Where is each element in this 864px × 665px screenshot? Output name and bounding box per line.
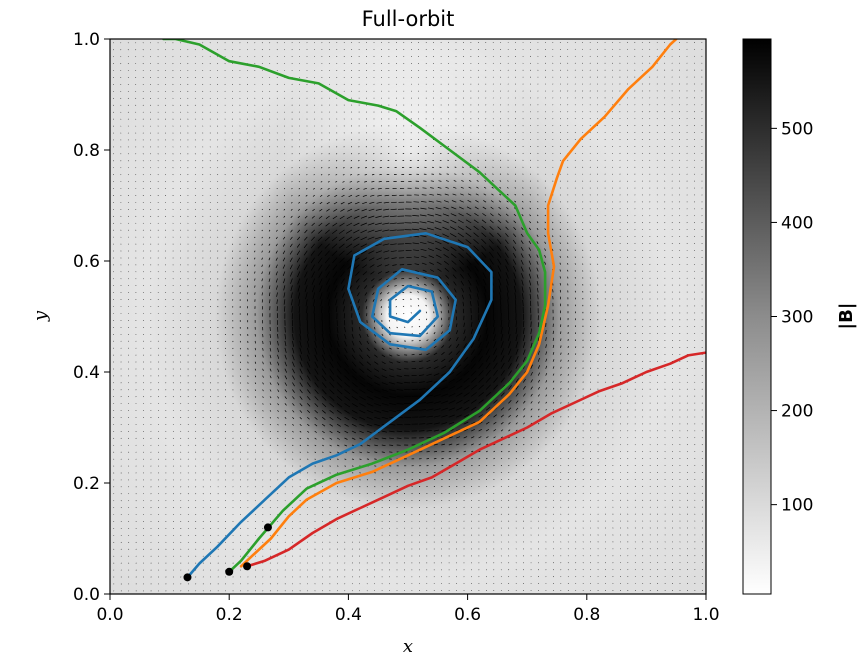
y-tick-label: 0.8	[73, 141, 100, 161]
quiver-arrow-paths	[112, 41, 703, 592]
y-tick-label: 0.4	[73, 363, 100, 383]
series-line-3	[162, 39, 547, 574]
y-tick-label: 0.0	[73, 585, 100, 605]
colorbar-tick-label: 500	[781, 119, 813, 139]
colorbar-label: |B|	[836, 303, 857, 330]
x-tick-label: 0.0	[96, 605, 123, 625]
start-markers	[183, 523, 272, 582]
colorbar	[742, 38, 772, 595]
y-tick-label: 0.2	[73, 474, 100, 494]
chart-title: Full-orbit	[362, 7, 455, 31]
field-highlight	[110, 39, 706, 594]
plot-frame	[109, 38, 707, 595]
x-tick-label: 0.6	[454, 605, 481, 625]
x-tick-label: 0.2	[216, 605, 243, 625]
colorbar-ticks: 100 200 300 400 500	[771, 119, 813, 516]
series-line-2	[239, 39, 678, 568]
quiver-arrows	[112, 41, 703, 592]
x-tick-label: 1.0	[692, 605, 719, 625]
x-axis-ticks: 0.0 0.2 0.4 0.6 0.8 1.0	[96, 594, 720, 625]
y-tick-label: 1.0	[73, 30, 100, 50]
series-layer	[162, 39, 706, 579]
y-axis-ticks: 0.0 0.2 0.4 0.6 0.8 1.0	[73, 30, 110, 605]
start-point-4	[243, 562, 252, 571]
y-tick-label: 0.6	[73, 252, 100, 272]
x-tick-label: 0.8	[573, 605, 600, 625]
x-axis-label: x	[403, 636, 413, 657]
colorbar-tick-label: 400	[781, 213, 813, 233]
colorbar-tick-label: 200	[781, 402, 813, 422]
start-point-1	[183, 573, 192, 582]
y-axis-label: y	[30, 310, 51, 322]
x-tick-label: 0.4	[335, 605, 362, 625]
series-line-4	[245, 351, 706, 568]
start-point-2	[263, 523, 272, 532]
start-point-3	[225, 567, 234, 576]
colorbar-tick-label: 300	[781, 308, 813, 328]
colorbar-tick-label: 100	[781, 496, 813, 516]
series-line-1	[186, 232, 493, 579]
field-map	[110, 39, 706, 594]
